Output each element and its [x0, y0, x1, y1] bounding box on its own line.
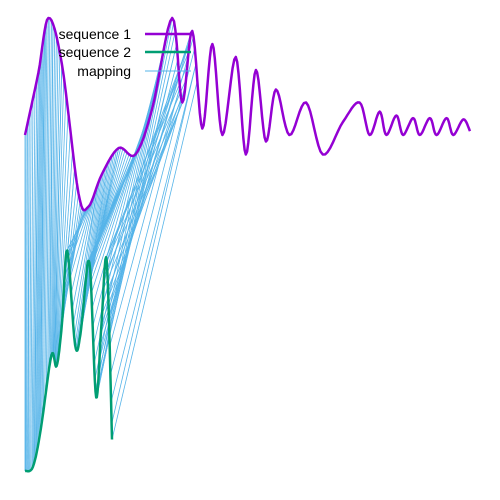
- mapping-line: [47, 20, 52, 379]
- mapping-line: [69, 197, 94, 279]
- mapping-line: [56, 111, 69, 367]
- mapping-line: [56, 130, 71, 364]
- legend: sequence 1 sequence 2 mapping: [59, 26, 191, 79]
- mapping-line: [70, 192, 96, 294]
- mapping-line: [54, 63, 63, 363]
- mapping-line: [100, 88, 181, 335]
- mapping-line: [111, 63, 197, 425]
- mapping-line: [34, 72, 39, 461]
- mapping-line: [73, 182, 99, 338]
- mapping-line: [71, 187, 97, 310]
- mapping-line: [35, 64, 41, 457]
- mapping-line: [67, 204, 91, 256]
- mapping-line: [82, 147, 120, 309]
- mapping-line: [55, 92, 67, 367]
- mapping-line: [41, 24, 47, 421]
- mapping-line: [51, 35, 57, 354]
- series-lines: [23, 16, 472, 473]
- mapping-line: [26, 123, 28, 472]
- legend-label-sequence-2: sequence 2: [59, 44, 132, 60]
- mapping-line: [103, 99, 184, 290]
- mapping-line: [105, 52, 189, 258]
- mapping-line: [30, 98, 34, 471]
- series-line-sequence-2: [24, 249, 114, 473]
- mapping-line: [28, 115, 30, 472]
- mapping-line: [110, 63, 197, 402]
- mapping-line: [101, 102, 183, 315]
- mapping-line: [29, 107, 32, 472]
- mapping-line: [36, 56, 42, 453]
- mapping-line: [110, 47, 196, 376]
- mapping-line: [66, 206, 89, 251]
- legend-label-sequence-1: sequence 1: [59, 26, 132, 42]
- mapping-line: [31, 89, 36, 470]
- mapping-line: [107, 32, 192, 293]
- mapping-line: [106, 40, 191, 262]
- mapping-line: [43, 19, 48, 412]
- mapping-line: [25, 130, 27, 471]
- mapping-line: [72, 182, 99, 325]
- mapping-line: [111, 80, 198, 440]
- mapping-line: [37, 47, 43, 448]
- mapping-line: [104, 79, 187, 267]
- mapping-line: [38, 38, 44, 442]
- mapping-line: [44, 17, 49, 401]
- mapping-line: [52, 43, 59, 354]
- mapping-line: [49, 23, 54, 361]
- mapping-line: [51, 29, 56, 356]
- mapping-line: [99, 58, 179, 360]
- mapping-line: [103, 91, 186, 277]
- mapping-line: [32, 80, 38, 467]
- mapping-line: [55, 76, 65, 366]
- mapping-line: [45, 18, 51, 390]
- legend-label-mapping: mapping: [77, 63, 131, 79]
- mapping-line: [68, 201, 92, 265]
- mapping-line: [53, 53, 61, 356]
- mapping-line: [40, 30, 45, 430]
- series-line-sequence-1: [23, 16, 472, 212]
